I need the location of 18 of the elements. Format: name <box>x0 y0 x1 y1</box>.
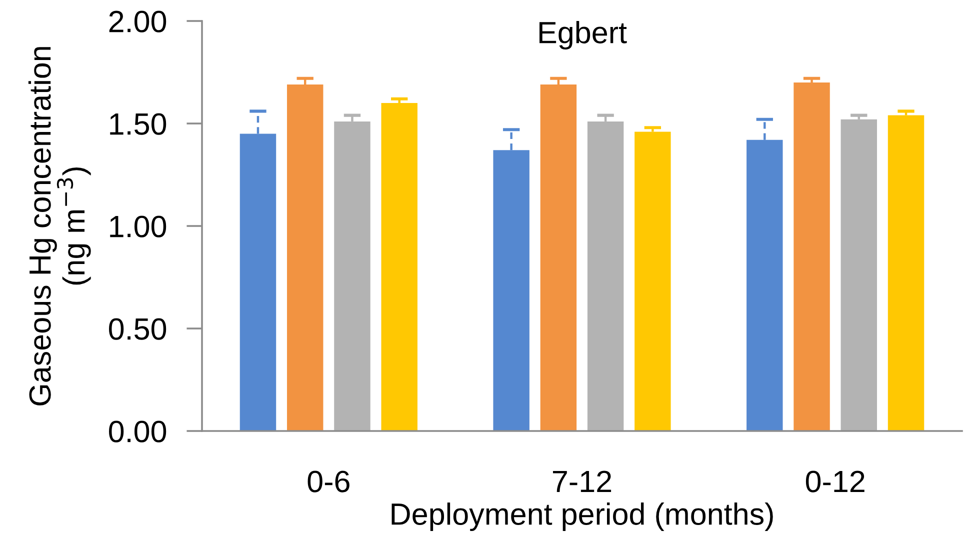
x-tick-label: 7-12 <box>552 470 612 492</box>
y-tick-label: 0.50 <box>109 318 166 340</box>
bar <box>888 115 924 431</box>
bar <box>634 132 671 431</box>
y-axis-title: Gaseous Hg concentration (ng m$^{−3}$) <box>28 47 91 406</box>
bar <box>381 103 418 431</box>
bar <box>587 121 624 431</box>
bar <box>794 82 830 431</box>
y-tick-label: 2.00 <box>109 10 166 32</box>
y-tick-label: 0.00 <box>109 420 166 442</box>
chart-title: Egbert <box>539 21 627 50</box>
x-tick-label: 0-6 <box>308 470 350 492</box>
bar <box>334 121 370 431</box>
x-axis-title: Deployment period (months) <box>392 502 773 532</box>
y-tick-label: 1.00 <box>110 216 166 238</box>
x-tick-label: 0-12 <box>806 470 864 492</box>
y-tick-label: 1.50 <box>110 113 166 135</box>
bar <box>840 119 878 431</box>
